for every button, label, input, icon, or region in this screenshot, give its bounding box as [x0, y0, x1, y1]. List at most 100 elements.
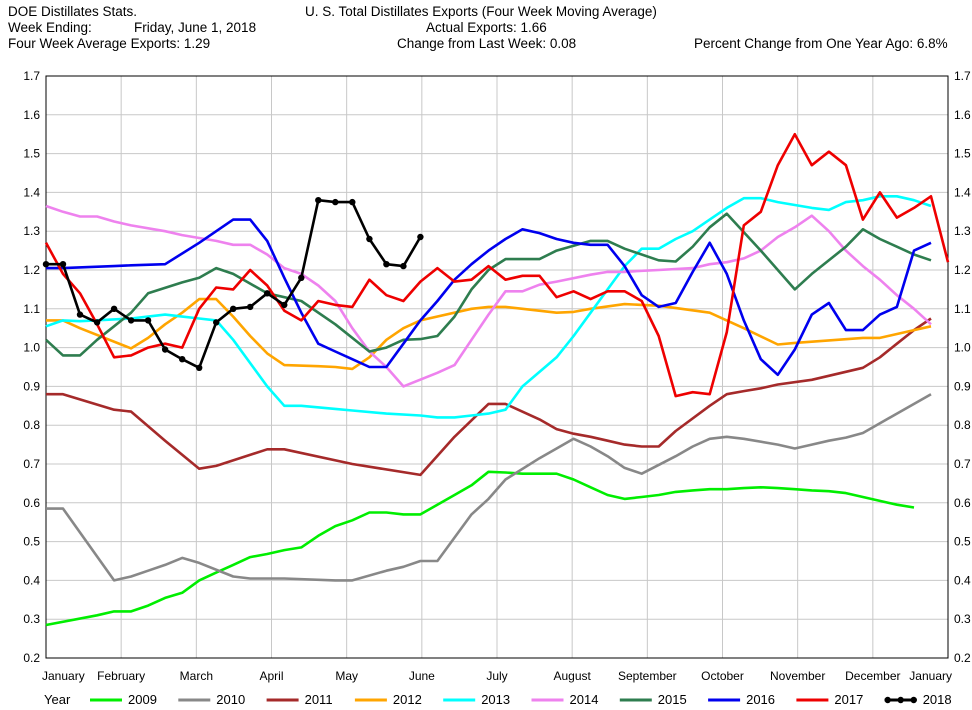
- y-tick-label-left: 0.7: [23, 457, 40, 471]
- y-tick-label-left: 1.1: [23, 302, 40, 316]
- y-tick-label-left: 1.3: [23, 224, 40, 238]
- series-line-2009: [45, 470, 915, 627]
- legend-label-2015: 2015: [658, 692, 687, 707]
- series-line-2015: [45, 212, 932, 357]
- x-tick-label: January: [909, 669, 952, 683]
- point-2018: [76, 311, 84, 318]
- x-tick-label: March: [180, 669, 213, 683]
- point-2018: [213, 319, 220, 326]
- x-axis-months: January February March April May June July Augu…: [42, 669, 952, 683]
- legend-marker: [897, 696, 904, 704]
- legend-label-2014: 2014: [570, 692, 599, 707]
- y-tick-label-right: 0.9: [954, 379, 971, 393]
- legend-title: Year: [44, 692, 71, 707]
- legend-marker: [910, 696, 917, 704]
- y-tick-label-left: 0.2: [23, 651, 40, 665]
- y-tick-label-left: 1.0: [23, 341, 40, 355]
- y-tick-label-left: 0.3: [23, 612, 40, 626]
- series-lines: [42, 132, 950, 627]
- point-2018: [400, 262, 407, 270]
- point-2018: [417, 233, 424, 241]
- x-tick-label: November: [770, 669, 825, 683]
- point-2018: [127, 317, 135, 324]
- four-week-average: Four Week Average Exports: 1.29: [8, 36, 211, 51]
- point-2018: [264, 290, 271, 297]
- x-tick-label: July: [486, 669, 507, 683]
- y-tick-label-right: 1.2: [954, 263, 971, 277]
- legend-label-2018: 2018: [923, 692, 952, 707]
- x-tick-label: May: [335, 669, 358, 683]
- legend-label-2010: 2010: [216, 692, 245, 707]
- y-tick-label-left: 0.9: [23, 379, 40, 393]
- point-2018: [93, 319, 101, 326]
- x-tick-label: February: [97, 669, 145, 683]
- y-axis-right: 0.2 0.3 0.4 0.5 0.6 0.7 0.8 0.9 1.0 1.1 1.2 1.3 1.4 1…: [954, 69, 971, 665]
- series-line-2011: [46, 317, 932, 477]
- y-tick-label-right: 0.2: [954, 651, 971, 665]
- point-2018: [349, 198, 356, 206]
- y-tick-label-right: 1.6: [954, 108, 971, 122]
- x-tick-label: June: [409, 669, 435, 683]
- legend: Year 2009 2010 2011 2012 2013 2014 2015 2016 2017…: [44, 692, 952, 707]
- x-tick-label: December: [845, 669, 900, 683]
- point-2018: [179, 356, 186, 363]
- plot-frame: [45, 75, 949, 659]
- point-2018: [315, 197, 322, 204]
- series-line-2010: [46, 393, 932, 582]
- point-2018: [230, 305, 237, 312]
- actual-exports: Actual Exports: 1.66: [426, 20, 547, 35]
- point-2018: [332, 198, 339, 206]
- y-tick-label-left: 1.2: [23, 263, 40, 277]
- y-axis-left: 0.2 0.3 0.4 0.5 0.6 0.7 0.8 0.9 1.0 1.1 1.2 1.3 1.4 1…: [23, 69, 40, 665]
- y-tick-label-right: 0.3: [954, 612, 971, 626]
- point-2018: [196, 364, 203, 371]
- x-tick-label: April: [259, 669, 283, 683]
- point-2018: [366, 235, 373, 243]
- legend-label-2011: 2011: [305, 692, 333, 707]
- y-tick-label-right: 0.4: [954, 573, 971, 587]
- chart-title: U. S. Total Distillates Exports (Four We…: [305, 4, 657, 19]
- y-tick-label-right: 1.4: [954, 185, 971, 199]
- x-tick-label: August: [553, 669, 591, 683]
- point-2018: [247, 303, 254, 311]
- point-2018: [281, 301, 288, 309]
- y-tick-label-left: 1.7: [23, 69, 40, 83]
- y-tick-label-right: 0.6: [954, 496, 971, 510]
- series-line-2014: [45, 204, 932, 388]
- y-tick-label-left: 0.4: [23, 573, 40, 587]
- legend-label-2017: 2017: [834, 692, 863, 707]
- y-tick-label-left: 1.4: [23, 185, 40, 199]
- legend-label-2012: 2012: [393, 692, 422, 707]
- y-tick-label-right: 0.5: [954, 535, 971, 549]
- point-2018: [144, 317, 152, 324]
- point-2018: [298, 274, 305, 281]
- point-2018: [42, 261, 50, 268]
- series-line-2012: [46, 297, 932, 371]
- week-ending-label: Week Ending:: [8, 20, 92, 35]
- x-tick-label: January: [42, 669, 85, 683]
- y-tick-label-right: 1.1: [954, 302, 971, 316]
- legend-label-2013: 2013: [481, 692, 510, 707]
- legend-label-2009: 2009: [128, 692, 157, 707]
- y-tick-label-right: 0.8: [954, 418, 971, 432]
- week-ending-value: Friday, June 1, 2018: [134, 20, 257, 35]
- y-tick-label-left: 1.6: [23, 108, 40, 122]
- point-2018: [110, 305, 118, 312]
- y-tick-label-left: 1.5: [23, 147, 40, 161]
- header-left-title: DOE Distillates Stats.: [8, 4, 138, 19]
- point-2018: [383, 261, 390, 268]
- percent-change-year: Percent Change from One Year Ago: 6.8%: [694, 36, 948, 51]
- series-line-2013: [45, 195, 932, 419]
- legend-label-2016: 2016: [746, 692, 775, 707]
- y-tick-label-right: 1.3: [954, 224, 971, 238]
- y-tick-label-left: 0.8: [23, 418, 40, 432]
- change-from-last-week: Change from Last Week: 0.08: [397, 36, 577, 51]
- legend-marker: [884, 696, 891, 704]
- y-tick-label-left: 0.6: [23, 496, 40, 510]
- x-tick-label: October: [701, 669, 744, 683]
- point-2018: [161, 346, 169, 353]
- y-tick-label-left: 0.5: [23, 535, 40, 549]
- x-tick-label: September: [618, 669, 677, 683]
- y-tick-label-right: 1.5: [954, 147, 971, 161]
